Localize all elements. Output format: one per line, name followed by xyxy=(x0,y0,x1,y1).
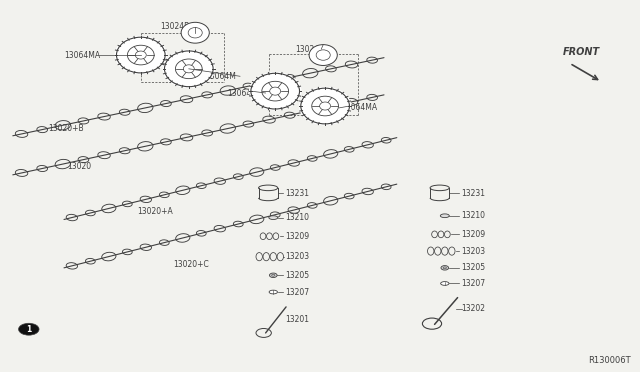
Text: 13205: 13205 xyxy=(461,263,485,272)
Ellipse shape xyxy=(440,282,449,285)
Ellipse shape xyxy=(249,72,301,110)
Ellipse shape xyxy=(181,22,209,43)
Ellipse shape xyxy=(309,45,337,65)
Text: 13209: 13209 xyxy=(285,232,309,241)
Ellipse shape xyxy=(440,214,449,218)
Text: 13020+B: 13020+B xyxy=(48,124,84,133)
Circle shape xyxy=(19,323,39,335)
Text: R130006T: R130006T xyxy=(588,356,630,365)
Text: 13207: 13207 xyxy=(461,279,485,288)
Text: 13231: 13231 xyxy=(461,189,485,198)
Text: 13231: 13231 xyxy=(285,189,309,198)
Ellipse shape xyxy=(269,216,278,219)
Text: 13064MA: 13064MA xyxy=(341,103,377,112)
Ellipse shape xyxy=(115,36,167,74)
Text: 13024B: 13024B xyxy=(296,45,325,54)
Text: 13202: 13202 xyxy=(461,304,485,313)
Text: 13201: 13201 xyxy=(285,315,309,324)
Text: 13064M: 13064M xyxy=(205,72,236,81)
Text: 13209: 13209 xyxy=(461,230,485,239)
Ellipse shape xyxy=(163,49,215,88)
Text: 13064M: 13064M xyxy=(227,89,258,97)
Text: 13205: 13205 xyxy=(285,271,309,280)
Text: 13203: 13203 xyxy=(461,247,485,256)
Ellipse shape xyxy=(441,266,449,270)
Text: 13020+A: 13020+A xyxy=(138,207,173,216)
Text: 13210: 13210 xyxy=(285,213,309,222)
Text: 13024B: 13024B xyxy=(160,22,189,31)
Text: 13020: 13020 xyxy=(67,162,92,171)
Ellipse shape xyxy=(269,290,278,294)
Text: 13064MA: 13064MA xyxy=(64,51,100,60)
Ellipse shape xyxy=(299,87,351,125)
Text: 13203: 13203 xyxy=(285,252,309,261)
Text: FRONT: FRONT xyxy=(563,47,600,57)
Text: 13020+C: 13020+C xyxy=(173,260,209,269)
Ellipse shape xyxy=(269,273,277,278)
Text: 13207: 13207 xyxy=(285,288,309,296)
Text: 1: 1 xyxy=(26,325,31,334)
Text: 13210: 13210 xyxy=(461,211,485,220)
